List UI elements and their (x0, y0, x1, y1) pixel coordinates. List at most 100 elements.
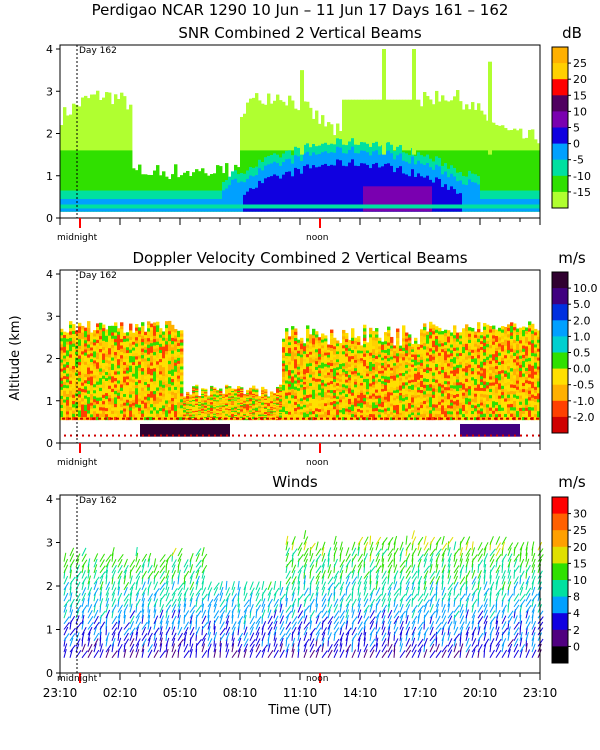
doppler-cell (120, 354, 124, 359)
doppler-cell (258, 400, 262, 402)
doppler-cell (150, 358, 154, 363)
doppler-cell (183, 410, 187, 412)
doppler-cell (213, 405, 217, 408)
doppler-cell (255, 395, 259, 398)
doppler-cell (126, 335, 130, 339)
doppler-cell (372, 351, 376, 356)
doppler-cell (126, 396, 130, 400)
doppler-cell (456, 405, 460, 409)
doppler-cell (81, 325, 85, 330)
doppler-cell (60, 340, 64, 345)
doppler-cell (306, 347, 310, 351)
doppler-cell (342, 377, 346, 382)
doppler-cell (411, 369, 415, 373)
doppler-cell (294, 386, 298, 390)
doppler-cell (441, 372, 445, 376)
snr-cell (105, 204, 109, 209)
doppler-cell (423, 352, 427, 356)
doppler-cell (360, 412, 364, 416)
doppler-cell (165, 400, 169, 404)
doppler-cell (126, 338, 130, 342)
doppler-cell (447, 410, 451, 415)
doppler-cell (165, 324, 169, 329)
snr-cell (531, 204, 535, 209)
doppler-cell (321, 399, 325, 403)
doppler-cell (186, 396, 190, 398)
doppler-cell (390, 370, 394, 374)
doppler-cell (144, 372, 148, 377)
doppler-cell (363, 375, 367, 379)
snr-cell (117, 204, 121, 209)
doppler-cell (252, 406, 256, 408)
doppler-cell (210, 418, 214, 421)
doppler-cell (432, 375, 436, 379)
doppler-cell (324, 340, 328, 345)
snr-cell (510, 204, 514, 209)
doppler-cell (210, 390, 214, 392)
doppler-cell (336, 414, 340, 418)
doppler-cell (285, 401, 289, 405)
doppler-cell (102, 365, 106, 370)
doppler-cell (447, 363, 451, 367)
snr-cell (381, 204, 385, 209)
doppler-cell (66, 370, 70, 374)
doppler-cell (441, 399, 445, 403)
snr-cell (264, 178, 268, 212)
snr-cell (417, 186, 421, 212)
doppler-cell (372, 416, 376, 421)
doppler-cell (237, 414, 241, 416)
doppler-cell (234, 411, 238, 413)
doppler-cell (423, 403, 427, 408)
doppler-cell (258, 417, 262, 419)
doppler-cell (177, 381, 181, 385)
doppler-cell (450, 384, 454, 389)
snr-cell (276, 175, 280, 212)
doppler-cell (231, 396, 235, 399)
doppler-cell (324, 371, 328, 376)
doppler-cell (261, 409, 265, 412)
doppler-cell (372, 366, 376, 370)
doppler-cell (156, 364, 160, 368)
doppler-cell (288, 378, 292, 382)
doppler-cell (204, 402, 208, 404)
doppler-cell (231, 397, 235, 400)
doppler-cell (444, 329, 448, 334)
doppler-cell (213, 388, 217, 391)
doppler-cell (96, 410, 100, 414)
doppler-cell (429, 364, 433, 368)
doppler-cell (393, 345, 397, 349)
doppler-cell (192, 402, 196, 405)
doppler-cell (204, 393, 208, 396)
doppler-cell (159, 413, 163, 418)
doppler-cell (210, 394, 214, 397)
doppler-cell (369, 401, 373, 405)
doppler-cell (177, 339, 181, 344)
doppler-cell (207, 398, 211, 401)
snr-cell (156, 165, 160, 212)
doppler-cell (429, 367, 433, 372)
doppler-cell (210, 385, 214, 388)
doppler-cell (267, 402, 271, 404)
doppler-cell (399, 367, 403, 371)
doppler-cell (408, 359, 412, 364)
doppler-cell (96, 381, 100, 385)
doppler-cell (306, 369, 310, 373)
doppler-cell (291, 366, 295, 371)
doppler-cell (171, 384, 175, 389)
doppler-cell (60, 371, 64, 375)
doppler-cell (294, 364, 298, 369)
doppler-cell (225, 396, 229, 399)
doppler-cell (249, 409, 253, 411)
snr-cell (114, 204, 118, 209)
snr-cell (354, 165, 358, 212)
snr-cell (393, 186, 397, 212)
doppler-cell (276, 416, 280, 418)
doppler-cell (339, 396, 343, 400)
doppler-cell (450, 335, 454, 339)
doppler-cell (75, 384, 79, 388)
doppler-cell (387, 357, 391, 362)
snr-cell (258, 180, 262, 212)
doppler-cell (453, 344, 457, 348)
doppler-cell (108, 391, 112, 396)
doppler-cell (384, 396, 388, 400)
